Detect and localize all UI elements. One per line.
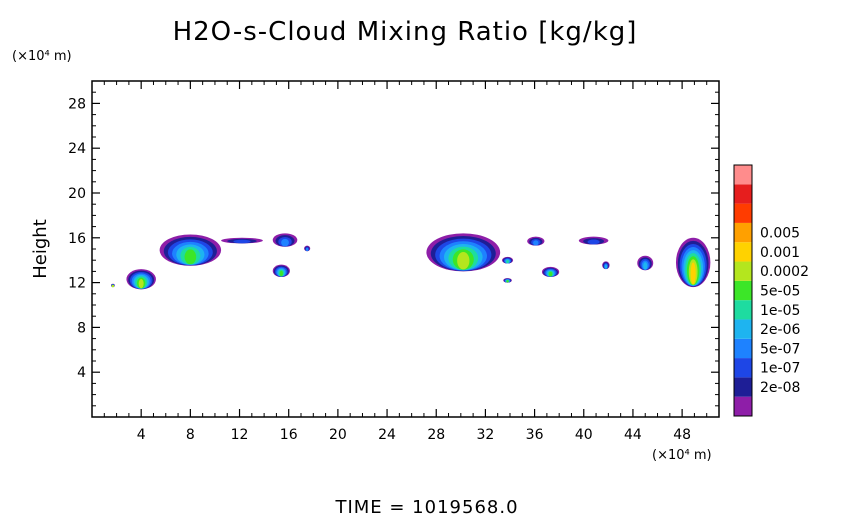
x-tick-label: 4 bbox=[137, 427, 146, 443]
colorbar-swatch bbox=[734, 358, 752, 378]
x-axis-unit: (×10⁴ m) bbox=[652, 448, 712, 463]
colorbar-label: 5e-07 bbox=[760, 341, 800, 357]
cloud-cell bbox=[126, 269, 156, 290]
cloud-contour bbox=[279, 270, 283, 277]
x-tick-label: 12 bbox=[231, 427, 249, 443]
cloud-contour bbox=[506, 280, 509, 283]
x-tick-label: 32 bbox=[476, 427, 494, 443]
x-tick-label: 28 bbox=[427, 427, 445, 443]
cloud-contour bbox=[138, 279, 144, 289]
cloud-contour bbox=[533, 240, 539, 246]
cloud-cell bbox=[272, 264, 290, 277]
colorbar-swatch bbox=[734, 184, 752, 204]
cloud-cell bbox=[159, 234, 222, 266]
cloud-contour bbox=[184, 249, 197, 265]
colorbar-label: 1e-05 bbox=[760, 303, 800, 319]
y-tick-label: 20 bbox=[68, 186, 86, 202]
colorbar-swatch bbox=[734, 203, 752, 223]
cloud-cell bbox=[426, 233, 501, 272]
cloud-cell bbox=[502, 256, 514, 264]
cloud-cell bbox=[221, 237, 263, 244]
x-tick-label: 16 bbox=[280, 427, 298, 443]
colorbar-swatch bbox=[734, 280, 752, 301]
cloud-contour bbox=[690, 262, 696, 285]
cloud-contour bbox=[604, 264, 608, 269]
cloud-contour bbox=[587, 239, 600, 245]
cloud-cell bbox=[111, 283, 115, 288]
cloud-cell bbox=[541, 266, 560, 277]
y-axis-label: Height bbox=[30, 219, 51, 279]
cloud-cell bbox=[578, 236, 609, 245]
cloud-cell bbox=[637, 255, 654, 271]
colorbar-swatch bbox=[734, 165, 752, 185]
colorbar-frame bbox=[733, 164, 753, 417]
cloud-cell bbox=[272, 233, 298, 247]
time-footer: TIME = 1019568.0 bbox=[334, 497, 518, 518]
x-tick-label: 48 bbox=[673, 427, 691, 443]
cloud-contour bbox=[281, 238, 289, 247]
cloud-cell bbox=[304, 245, 311, 252]
cloud-contour bbox=[233, 239, 251, 244]
colorbar-label: 0.0002 bbox=[760, 264, 809, 280]
cloud-contour bbox=[111, 284, 115, 288]
cloud-cell bbox=[602, 261, 610, 270]
colorbar-swatch bbox=[734, 300, 752, 320]
cloud-field bbox=[111, 233, 711, 290]
colorbar-label: 0.005 bbox=[760, 226, 800, 242]
colorbar-label: 5e-05 bbox=[760, 284, 800, 300]
colorbar-swatch bbox=[734, 319, 752, 339]
y-tick-label: 12 bbox=[68, 276, 86, 292]
y-tick-label: 16 bbox=[68, 231, 86, 247]
y-tick-label: 8 bbox=[77, 320, 86, 336]
colorbar-label: 2e-06 bbox=[760, 322, 800, 338]
colorbar-swatch bbox=[734, 377, 752, 397]
colorbar-swatch bbox=[734, 222, 752, 243]
cloud-contour bbox=[643, 262, 648, 270]
cloud-cell bbox=[527, 236, 545, 246]
cloud-contour bbox=[548, 271, 553, 277]
colorbar-swatch bbox=[734, 242, 752, 262]
x-tick-label: 36 bbox=[526, 427, 544, 443]
x-tick-label: 20 bbox=[329, 427, 347, 443]
y-tick-label: 24 bbox=[68, 141, 86, 157]
colorbar-swatch bbox=[734, 396, 752, 416]
cloud-contour bbox=[506, 259, 509, 264]
colorbar-label: 2e-08 bbox=[760, 380, 800, 396]
colorbar-label: 1e-07 bbox=[760, 361, 800, 377]
chart-title: H2O-s-Cloud Mixing Ratio [kg/kg] bbox=[173, 17, 638, 47]
y-tick-label: 28 bbox=[68, 96, 86, 112]
cloud-contour bbox=[457, 251, 470, 270]
x-tick-label: 40 bbox=[575, 427, 593, 443]
y-tick-label: 4 bbox=[77, 365, 86, 381]
x-tick-label: 8 bbox=[186, 427, 195, 443]
colorbar-swatch bbox=[734, 338, 752, 359]
cloud-cell bbox=[675, 237, 711, 288]
cloud-contour bbox=[305, 247, 309, 252]
x-tick-label: 24 bbox=[378, 427, 396, 443]
y-axis-unit: (×10⁴ m) bbox=[12, 49, 72, 64]
x-tick-label: 44 bbox=[624, 427, 642, 443]
colorbar: 2e-08 1e-07 5e-07 2e-06 1e-05 5e-05 0.0002 0.00… bbox=[733, 164, 809, 417]
colorbar-swatch bbox=[734, 261, 752, 281]
cloud-cell bbox=[503, 278, 512, 283]
colorbar-label: 0.001 bbox=[760, 245, 800, 261]
